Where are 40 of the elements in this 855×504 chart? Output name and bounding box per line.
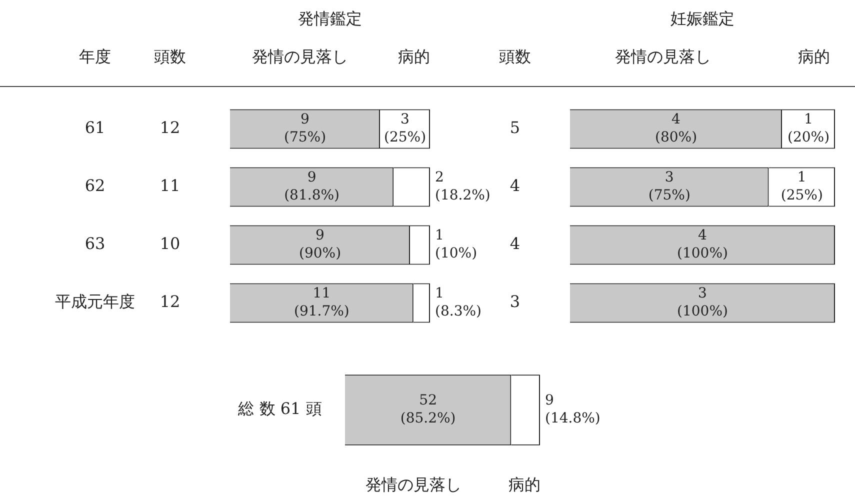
text: 10 bbox=[160, 234, 180, 254]
data-label: 3 (100%) bbox=[677, 286, 728, 320]
text: 3 bbox=[510, 292, 520, 312]
data-label: 4 (100%) bbox=[677, 228, 728, 262]
text: 病的 bbox=[398, 47, 430, 66]
text: 5 bbox=[510, 118, 520, 138]
text: 4 bbox=[510, 234, 520, 254]
text: 12 bbox=[160, 118, 180, 138]
data-label: 1 (25%) bbox=[780, 170, 823, 204]
y-axis-title: 年度 bbox=[79, 47, 111, 66]
data-label: 4 (80%) bbox=[654, 112, 698, 146]
data-label: 52 (85.2%) bbox=[400, 392, 456, 427]
data-label: 9 (14.8%) bbox=[545, 392, 600, 427]
text: 発情の見落し bbox=[614, 47, 711, 66]
text: 4 bbox=[510, 176, 520, 196]
data-label: 1 (8.3%) bbox=[435, 286, 482, 320]
data-label: 9 (90%) bbox=[298, 228, 342, 262]
y-tick-label: 総 数 61 頭 bbox=[237, 399, 322, 418]
data-label: 9 (81.8%) bbox=[284, 170, 340, 204]
y-tick-label: 平成元年度 bbox=[55, 292, 135, 312]
y-tick-label: 63 bbox=[84, 234, 106, 254]
text: 発情の見落し bbox=[252, 47, 348, 66]
data-label: 2 (18.2%) bbox=[435, 170, 490, 204]
text: 頭数 bbox=[499, 47, 531, 66]
text: 12 bbox=[160, 292, 180, 312]
series-label: 病的 bbox=[508, 475, 540, 494]
text: 頭数 bbox=[154, 47, 186, 66]
chart-title: 妊娠鑑定 bbox=[670, 9, 734, 28]
chart-title: 発情鑑定 bbox=[298, 9, 362, 28]
data-label: 1 (20%) bbox=[787, 112, 830, 146]
data-label: 11 (91.7%) bbox=[294, 286, 350, 320]
data-label: 3 (25%) bbox=[384, 112, 426, 146]
text: 病的 bbox=[798, 47, 830, 66]
data-label: 3 (75%) bbox=[648, 170, 690, 204]
series-label: 発情の見落し bbox=[365, 475, 462, 494]
data-label: 9 (75%) bbox=[284, 112, 326, 146]
text: 11 bbox=[160, 176, 180, 196]
y-tick-label: 61 bbox=[84, 118, 106, 138]
y-tick-label: 62 bbox=[84, 176, 106, 196]
data-label: 1 (10%) bbox=[435, 228, 478, 262]
